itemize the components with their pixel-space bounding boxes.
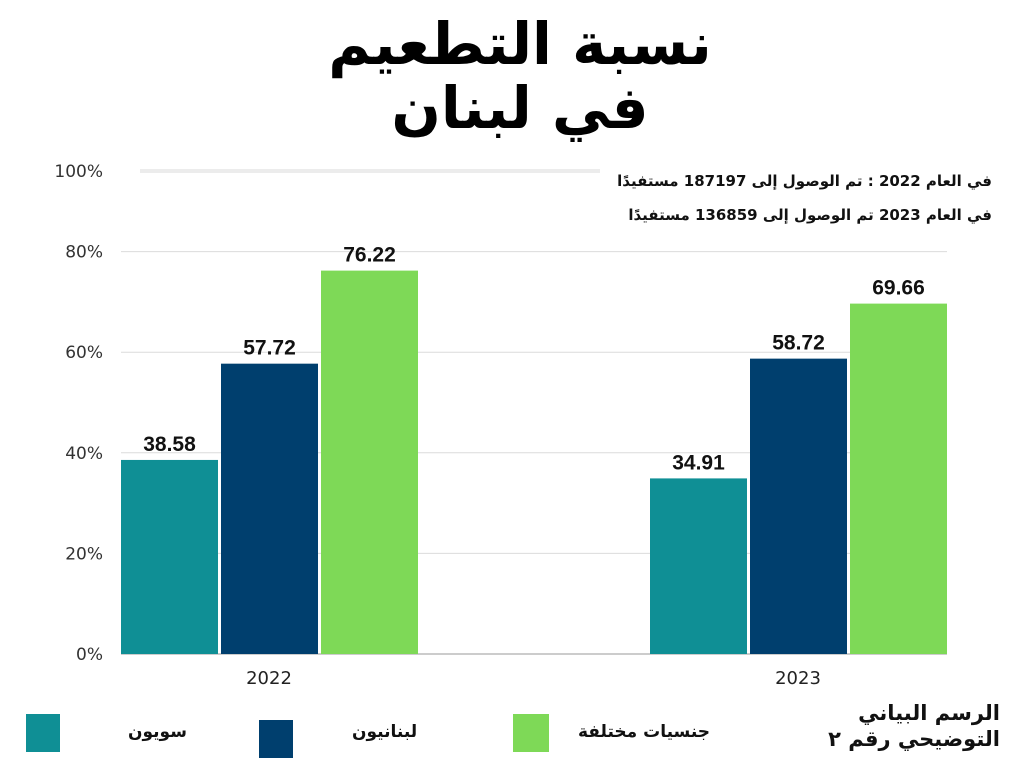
- y-tick-label: 20%: [65, 544, 103, 564]
- bar-2022-0: [121, 459, 218, 654]
- x-tick-label: 2022: [246, 668, 292, 689]
- data-label: 58.72: [772, 332, 825, 355]
- bar-2022-2: [321, 270, 418, 654]
- annotation-2023: في العام 2023 تم الوصول إلى 136859 مستفي…: [628, 206, 992, 224]
- bar-2023-2: [850, 303, 947, 654]
- legend-swatch-other: [513, 714, 549, 752]
- chart-title: نسبة التطعيم في لبنان: [328, 10, 712, 142]
- data-label: 34.91: [672, 451, 725, 474]
- bar-2023-0: [650, 478, 747, 654]
- legend-swatch-syrians: [26, 714, 60, 752]
- y-tick-label: 0%: [76, 645, 103, 665]
- legend-label-other: جنسيات مختلفة: [578, 722, 711, 742]
- data-label: 57.72: [243, 337, 296, 360]
- top-gridline: [140, 169, 600, 173]
- caption-line-1: الرسم البياني: [858, 701, 1000, 725]
- y-tick-label: 40%: [65, 444, 103, 464]
- bar-2023-1: [750, 358, 847, 654]
- y-tick-label: 60%: [65, 343, 103, 363]
- bar-2022-1: [221, 363, 318, 654]
- figure-caption: الرسم البياني التوضيحي رقم ٢: [828, 700, 1000, 752]
- caption-line-2: التوضيحي رقم ٢: [828, 727, 1000, 751]
- legend-label-lebanese: لبنانيون: [352, 722, 418, 742]
- y-tick-label: 100%: [54, 162, 103, 182]
- data-label: 38.58: [143, 433, 196, 456]
- legend-swatch-lebanese: [259, 720, 293, 758]
- data-label: 76.22: [343, 244, 396, 267]
- y-tick-label: 80%: [65, 243, 103, 263]
- annotation-2022: في العام 2022 : تم الوصول إلى 187197 مست…: [617, 172, 992, 190]
- x-tick-label: 2023: [775, 668, 821, 689]
- data-label: 69.66: [872, 277, 925, 300]
- legend-label-syrians: سويون: [128, 722, 187, 742]
